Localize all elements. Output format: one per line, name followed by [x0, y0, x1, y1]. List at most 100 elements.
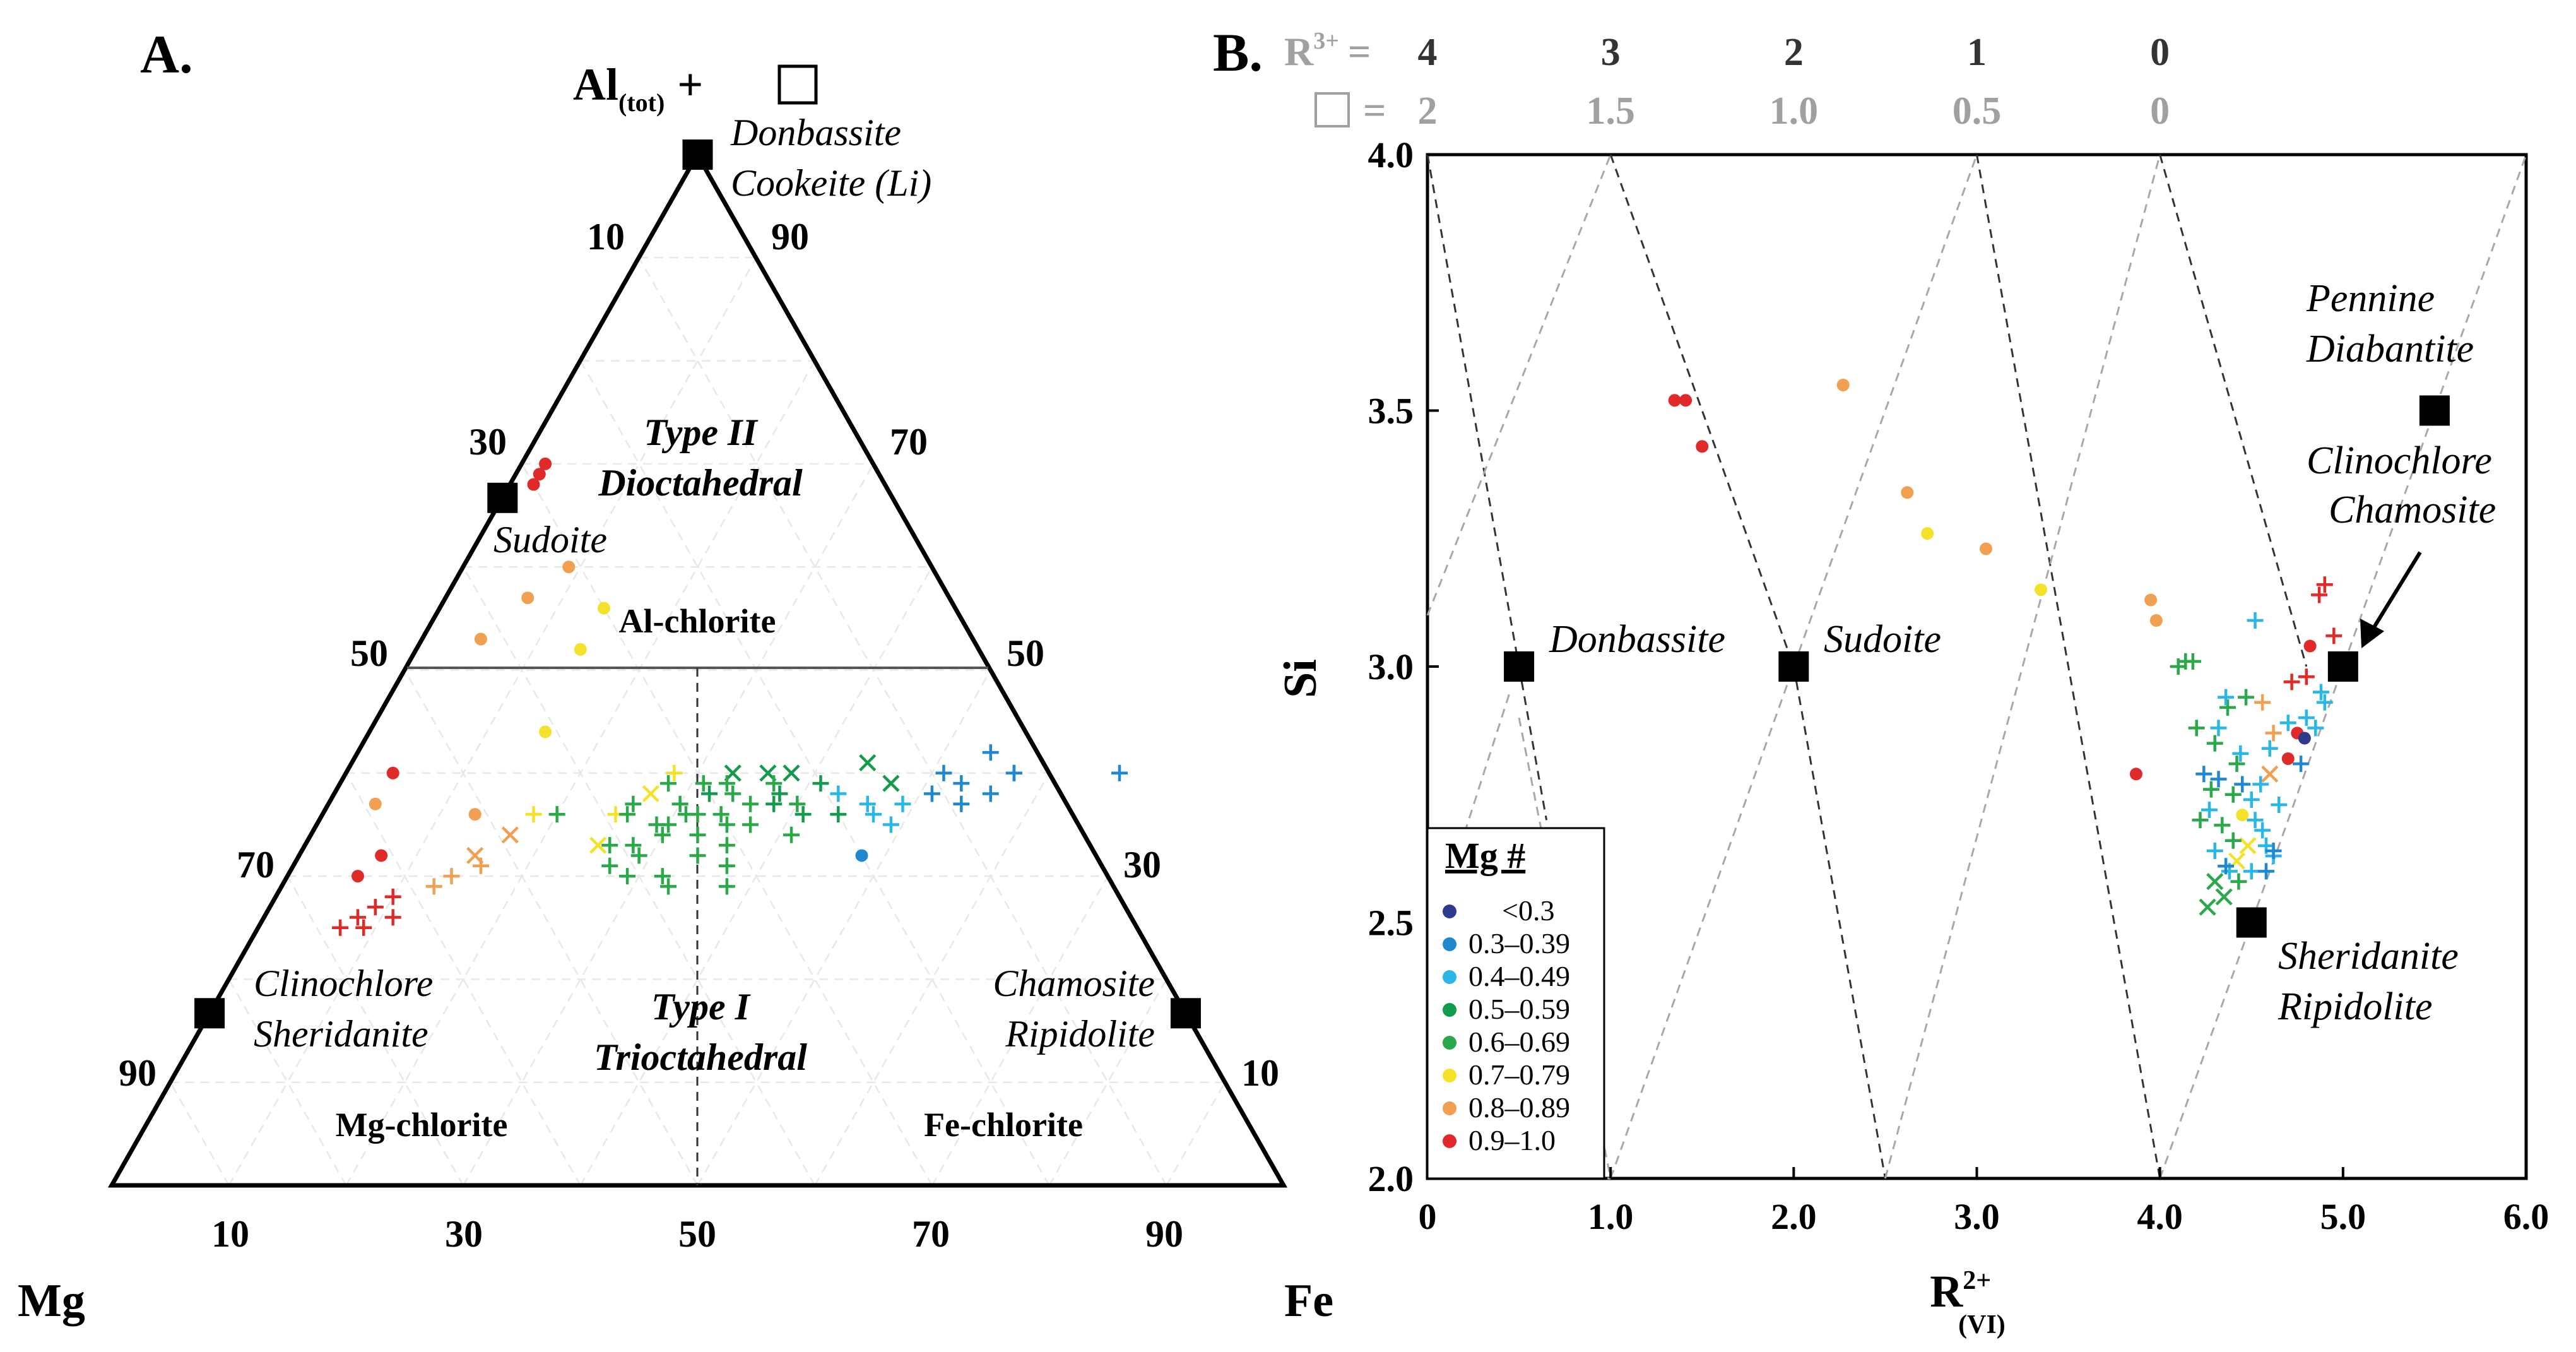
plot-b-point-plus — [2234, 776, 2251, 793]
sheridanite-label: Sheridanite — [254, 1013, 428, 1055]
ternary-point-plus — [355, 919, 372, 936]
apex-mg-label: Mg — [18, 1275, 85, 1327]
ripidolite-label: Ripidolite — [1005, 1013, 1155, 1055]
tick-right: 10 — [1241, 1052, 1279, 1094]
plot-b-point-dot — [2298, 732, 2311, 745]
ternary-point-plus — [982, 785, 999, 802]
plot-b-point-dot — [2144, 593, 2158, 607]
grid-line — [931, 875, 1109, 1186]
y-tick-label: 3.0 — [1368, 646, 1414, 687]
plot-b-point-plus — [2219, 699, 2236, 716]
tick-bottom: 50 — [678, 1213, 716, 1255]
vacancy-value-label: 2 — [1418, 90, 1438, 133]
ternary-point-plus — [742, 816, 759, 833]
vacancy-value-label: 1.0 — [1770, 90, 1819, 133]
plot-b-point-plus — [2210, 771, 2227, 788]
plot-b-point-plus — [2265, 842, 2282, 859]
tick-right: 30 — [1123, 844, 1161, 886]
end-member-marker — [1778, 651, 1809, 682]
tick-bottom: 90 — [1145, 1213, 1183, 1255]
ternary-point-plus — [425, 878, 442, 895]
end-member-marker — [194, 998, 225, 1029]
ternary-point-plus — [1005, 764, 1022, 781]
ternary-point-plus — [332, 919, 349, 936]
plot-b-point-cross — [2199, 898, 2216, 916]
legend-swatch — [1443, 970, 1456, 984]
ternary-point-plus — [443, 868, 460, 885]
plot-b-point-cross — [2261, 765, 2279, 783]
ternary-point-plus — [953, 775, 970, 792]
ternary-point-plus — [671, 795, 688, 812]
r3-guide-line — [1884, 154, 2161, 1179]
legend-items: <0.30.3–0.390.4–0.490.5–0.590.6–0.690.7–… — [1443, 894, 1570, 1156]
r3-guide-line — [1518, 666, 1548, 821]
mg-chlorite-label: Mg-chlorite — [336, 1106, 508, 1144]
al-chlorite-label: Al-chlorite — [619, 602, 776, 640]
r3-guide-line — [1792, 154, 1978, 667]
r3-value-label: 3 — [1601, 31, 1621, 74]
plot-b-point-plus — [2247, 612, 2264, 629]
ternary-point-plus — [677, 806, 694, 823]
tick-bottom: 30 — [445, 1213, 483, 1255]
grid-line — [1166, 1082, 1226, 1186]
r3-value-label: 4 — [1418, 31, 1438, 74]
ternary-point-plus — [882, 816, 899, 833]
tick-left: 90 — [119, 1052, 157, 1094]
plot-b-ticks: 0 1.0 2.0 3.0 4.0 5.0 6.0 2.0 2.5 3.0 3.5 4.0 — [1368, 134, 2549, 1237]
ternary-point-plus — [894, 795, 911, 812]
tick-right: 90 — [771, 216, 809, 258]
ternary-point-plus — [601, 837, 618, 854]
plot-b-point-plus — [2279, 715, 2296, 732]
legend-swatch — [1443, 1069, 1456, 1082]
plot-b-point-dot — [2149, 614, 2163, 627]
ternary-point-plus — [718, 878, 735, 895]
ternary-point-plus — [765, 795, 783, 812]
right-tick-labels: 90 70 50 30 10 — [771, 216, 1279, 1094]
ternary-point-plus — [619, 806, 636, 823]
plot-b-point-plus — [2228, 756, 2245, 773]
grid-line — [228, 257, 757, 1186]
clinochlore-b-label: Clinochlore — [2307, 439, 2492, 482]
end-member-marker — [2236, 907, 2267, 938]
plot-b-point-cross — [2206, 873, 2224, 891]
ternary-point-dot — [597, 602, 610, 615]
end-member-marker — [2419, 395, 2450, 426]
plot-b-point-plus — [2192, 812, 2209, 829]
ternary-point-plus — [1111, 764, 1128, 781]
plot-b-point-dot — [1836, 378, 1850, 391]
plot-b-end-members — [1504, 395, 2450, 938]
donbassite-label: Donbassite — [730, 112, 901, 153]
x-tick-label: 6.0 — [2503, 1196, 2549, 1237]
plot-b-point-plus — [2298, 668, 2315, 685]
ternary-point-plus — [718, 775, 735, 792]
end-member-marker — [487, 482, 518, 513]
x-tick-label: 1.0 — [1588, 1196, 1634, 1237]
ternary-point-plus — [525, 806, 542, 823]
plot-b-point-plus — [2238, 689, 2255, 706]
ternary-point-dot — [369, 797, 382, 810]
ternary-point-dot — [351, 870, 364, 883]
top-axis-labels: 4 2 3 1.5 2 1.0 1 0.5 0 0 — [1418, 31, 2170, 133]
ternary-point-plus — [953, 795, 970, 812]
ternary-point-plus — [812, 775, 829, 792]
x-tick-label: 5.0 — [2320, 1196, 2366, 1237]
ternary-point-plus — [619, 868, 636, 885]
plot-b-point-dot — [2281, 752, 2295, 765]
ternary-point-dot — [539, 725, 552, 738]
ternary-point-plus — [625, 795, 642, 812]
sudoite-label: Sudoite — [493, 519, 607, 560]
x-axis-label: R2+ (VI) — [1930, 1266, 2006, 1339]
ternary-point-plus — [789, 795, 806, 812]
sudoite-b-label: Sudoite — [1824, 618, 1941, 661]
plot-b-point-plus — [2243, 791, 2260, 808]
ripidolite-b-label: Ripidolite — [2278, 985, 2433, 1028]
chamosite-label: Chamosite — [993, 963, 1155, 1004]
grid-line — [579, 566, 933, 1186]
ternary-point-cross — [882, 774, 900, 792]
ternary-point-plus — [724, 785, 741, 802]
ternary-point-dot — [386, 766, 399, 780]
plot-b-point-plus — [2254, 822, 2271, 839]
arrow-line — [2368, 551, 2422, 636]
ternary-point-plus — [830, 806, 847, 823]
